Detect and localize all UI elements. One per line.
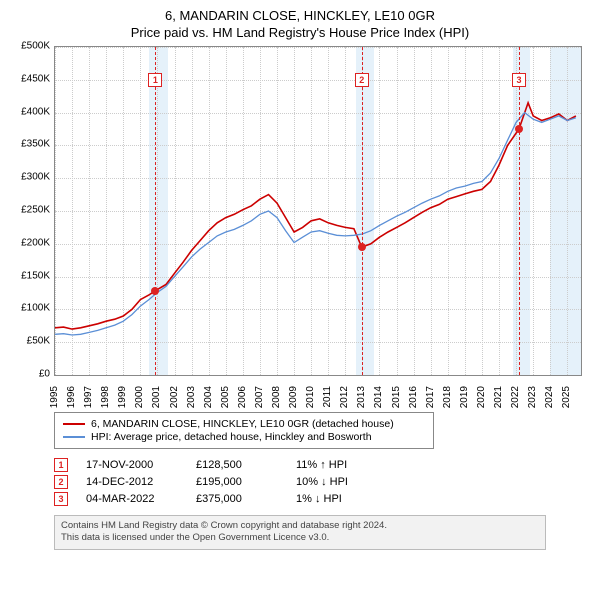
legend-item: 6, MANDARIN CLOSE, HINCKLEY, LE10 0GR (d… <box>63 418 425 430</box>
chart-area: 1 2 3 £0 £50K £100K £150K £200K £250K £300K £350K… <box>12 46 588 406</box>
legend-box: 6, MANDARIN CLOSE, HINCKLEY, LE10 0GR (d… <box>54 412 434 449</box>
x-axis-label: 2005 <box>220 386 231 408</box>
sale-marker-dot <box>515 125 523 133</box>
sale-row: 1 17-NOV-2000£128,50011% ↑ HPI <box>54 458 588 472</box>
x-axis-label: 2007 <box>254 386 265 408</box>
sale-marker-dot <box>151 287 159 295</box>
sale-price: £375,000 <box>196 493 296 505</box>
x-axis-label: 2013 <box>356 386 367 408</box>
x-axis-label: 2018 <box>442 386 453 408</box>
x-axis-label: 2004 <box>203 386 214 408</box>
y-axis-label: £500K <box>12 41 50 52</box>
y-axis-label: £50K <box>12 336 50 347</box>
x-axis-label: 2003 <box>186 386 197 408</box>
sale-date: 17-NOV-2000 <box>86 459 196 471</box>
sale-date: 14-DEC-2012 <box>86 476 196 488</box>
x-axis-label: 2021 <box>493 386 504 408</box>
sale-number-box: 2 <box>54 475 68 489</box>
x-axis-label: 2014 <box>373 386 384 408</box>
plot-region: 1 2 3 <box>54 46 582 376</box>
sale-marker-dot <box>358 243 366 251</box>
sale-price: £195,000 <box>196 476 296 488</box>
chart-title: 6, MANDARIN CLOSE, HINCKLEY, LE10 0GR <box>12 8 588 23</box>
y-axis-label: £350K <box>12 139 50 150</box>
y-axis-label: £100K <box>12 303 50 314</box>
x-axis-label: 2025 <box>561 386 572 408</box>
legend-item: HPI: Average price, detached house, Hinc… <box>63 431 425 443</box>
sale-row: 2 14-DEC-2012£195,00010% ↓ HPI <box>54 475 588 489</box>
x-axis-label: 2006 <box>237 386 248 408</box>
y-axis-label: £450K <box>12 73 50 84</box>
sale-number-box: 3 <box>54 492 68 506</box>
footer-line: Contains HM Land Registry data © Crown c… <box>61 520 539 532</box>
sale-price: £128,500 <box>196 459 296 471</box>
sale-marker-line <box>362 47 363 375</box>
sale-marker-number: 3 <box>512 73 526 87</box>
chart-subtitle: Price paid vs. HM Land Registry's House … <box>12 25 588 40</box>
x-axis-label: 2002 <box>169 386 180 408</box>
x-axis-label: 1997 <box>83 386 94 408</box>
x-axis-label: 2017 <box>425 386 436 408</box>
y-axis-label: £0 <box>12 369 50 380</box>
chart-container: 6, MANDARIN CLOSE, HINCKLEY, LE10 0GR Pr… <box>0 0 600 590</box>
sale-marker-number: 1 <box>148 73 162 87</box>
legend-swatch <box>63 423 85 425</box>
x-axis-label: 2001 <box>151 386 162 408</box>
x-axis-label: 2023 <box>527 386 538 408</box>
x-axis-label: 1995 <box>49 386 60 408</box>
x-axis-label: 1996 <box>66 386 77 408</box>
sale-date: 04-MAR-2022 <box>86 493 196 505</box>
x-axis-label: 2011 <box>322 386 333 408</box>
legend-swatch <box>63 436 85 438</box>
sales-table: 1 17-NOV-2000£128,50011% ↑ HPI 2 14-DEC-201… <box>12 455 588 509</box>
x-axis-label: 2022 <box>510 386 521 408</box>
x-axis-label: 2016 <box>408 386 419 408</box>
legend-label: 6, MANDARIN CLOSE, HINCKLEY, LE10 0GR (d… <box>91 418 394 430</box>
series-line <box>55 113 576 335</box>
x-axis-label: 2019 <box>459 386 470 408</box>
x-axis-label: 2012 <box>339 386 350 408</box>
x-axis-label: 2020 <box>476 386 487 408</box>
x-axis-label: 2000 <box>134 386 145 408</box>
sale-number-box: 1 <box>54 458 68 472</box>
legend-label: HPI: Average price, detached house, Hinc… <box>91 431 372 443</box>
sale-marker-number: 2 <box>355 73 369 87</box>
chart-lines-svg <box>55 47 581 375</box>
footer-attribution: Contains HM Land Registry data © Crown c… <box>54 515 546 550</box>
sale-marker-line <box>519 47 520 375</box>
series-line <box>55 103 576 329</box>
x-axis-label: 1998 <box>100 386 111 408</box>
x-axis-label: 2008 <box>271 386 282 408</box>
x-axis-label: 1999 <box>117 386 128 408</box>
x-axis-label: 2024 <box>544 386 555 408</box>
sale-hpi-delta: 11% ↑ HPI <box>296 459 396 471</box>
sale-hpi-delta: 10% ↓ HPI <box>296 476 396 488</box>
y-axis-label: £150K <box>12 270 50 281</box>
y-axis-label: £200K <box>12 237 50 248</box>
x-axis-label: 2010 <box>305 386 316 408</box>
sale-hpi-delta: 1% ↓ HPI <box>296 493 396 505</box>
sale-row: 3 04-MAR-2022£375,0001% ↓ HPI <box>54 492 588 506</box>
x-axis-label: 2009 <box>288 386 299 408</box>
y-axis-label: £300K <box>12 172 50 183</box>
sale-marker-line <box>155 47 156 375</box>
y-axis-label: £250K <box>12 205 50 216</box>
footer-line: This data is licensed under the Open Gov… <box>61 532 539 544</box>
x-axis-label: 2015 <box>391 386 402 408</box>
y-axis-label: £400K <box>12 106 50 117</box>
